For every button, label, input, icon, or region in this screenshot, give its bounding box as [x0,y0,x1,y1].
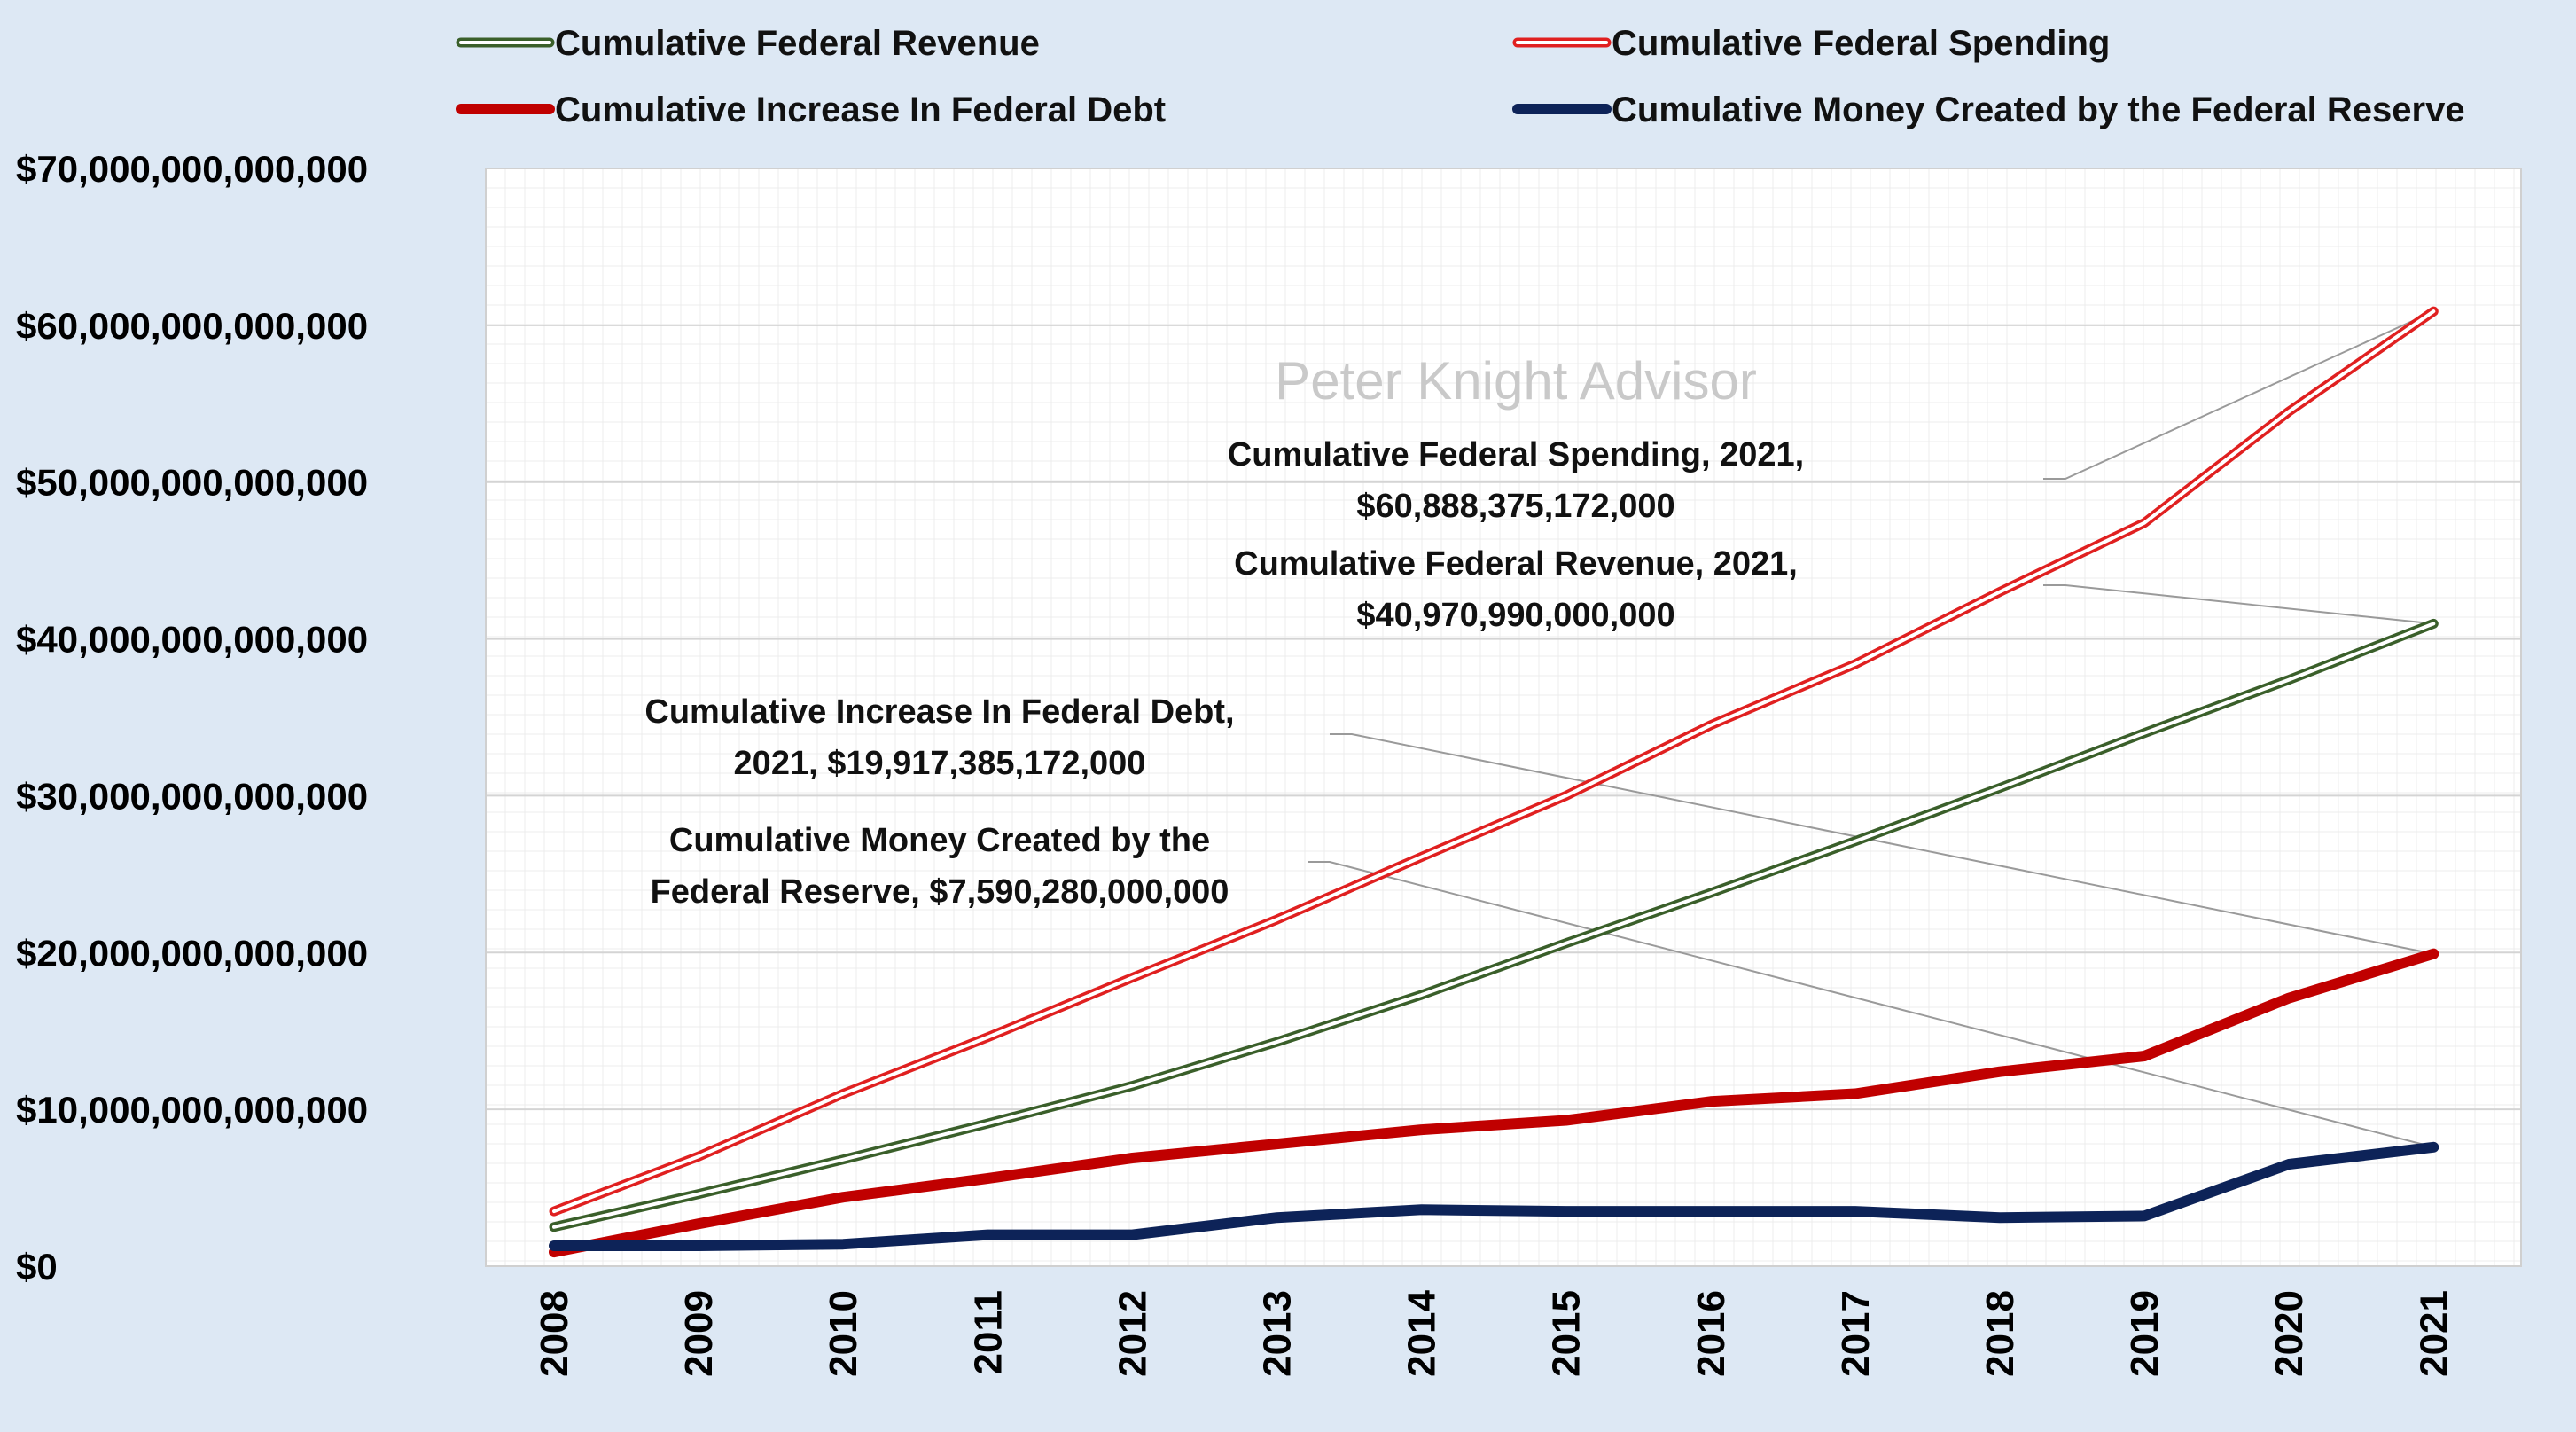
annotation-text: 2021, $19,917,385,172,000 [734,745,1146,782]
legend: Cumulative Federal Revenue Cumulative Fed… [456,24,2465,129]
annotation-leader-line [1330,733,2434,955]
series-line-cumulative-money-created-by-the-federal-reserve [549,1141,2439,1251]
x-tick-label: 2018 [1979,1290,2022,1377]
axes: $0 $10,000,000,000,000 $20,000,000,000,000… [16,148,2455,1377]
series-line-inner-cumulative-federal-spending [552,309,2436,1214]
y-tick-label: $10,000,000,000,000 [16,1089,368,1131]
x-tick-label: 2020 [2268,1290,2311,1377]
x-tick-label: 2014 [1401,1289,1444,1376]
watermark-text: Peter Knight Advisor [1275,351,1757,411]
legend-label: Cumulative Money Created by the Federal … [1612,90,2465,129]
y-tick-label: $30,000,000,000,000 [16,775,368,817]
x-tick-label: 2015 [1545,1290,1589,1377]
legend-label: Cumulative Increase In Federal Debt [555,90,1166,129]
series-line-cumulative-increase-in-federal-debt [549,948,2439,1258]
annotation-text: $60,888,375,172,000 [1356,488,1674,525]
x-tick-label: 2012 [1111,1290,1154,1377]
annotation-text: Federal Reserve, $7,590,280,000,000 [651,873,1229,911]
y-tick-label: $20,000,000,000,000 [16,932,368,974]
x-tick-label: 2009 [677,1290,721,1377]
annotation-leader-line [2043,310,2434,480]
annotation-text: Cumulative Money Created by the [669,822,1210,859]
x-tick-label: 2017 [1834,1290,1877,1377]
y-tick-label: $50,000,000,000,000 [16,462,368,504]
legend-label: Cumulative Federal Revenue [555,24,1040,63]
annotations: Cumulative Federal Spending, 2021, $60,88… [644,436,1804,911]
x-tick-label: 2008 [533,1290,576,1377]
series-lines [549,306,2439,1258]
x-tick-label: 2010 [822,1290,865,1377]
y-tick-label: $0 [16,1246,58,1287]
annotation-text: Cumulative Increase In Federal Debt, [644,693,1234,731]
x-tick-label: 2016 [1690,1290,1733,1377]
x-tick-label: 2019 [2123,1290,2166,1377]
annotation-text: $40,970,990,000,000 [1356,597,1674,634]
annotation-text: Cumulative Federal Spending, 2021, [1228,436,1804,473]
x-tick-label: 2011 [966,1290,1010,1374]
annotation-leader-lines [1308,310,2434,1148]
y-tick-label: $70,000,000,000,000 [16,148,368,190]
legend-label: Cumulative Federal Spending [1612,24,2110,63]
annotation-text: Cumulative Federal Revenue, 2021, [1234,545,1798,583]
x-tick-label: 2021 [2412,1290,2455,1377]
y-tick-label: $60,000,000,000,000 [16,305,368,347]
gridlines [485,168,2522,1267]
x-tick-label: 2013 [1256,1290,1300,1377]
plot-area-border [485,168,2522,1267]
annotation-leader-line [1308,861,2434,1148]
y-tick-label: $40,000,000,000,000 [16,619,368,661]
annotation-leader-line [2043,584,2434,625]
series-line-inner-cumulative-federal-revenue [552,622,2436,1229]
